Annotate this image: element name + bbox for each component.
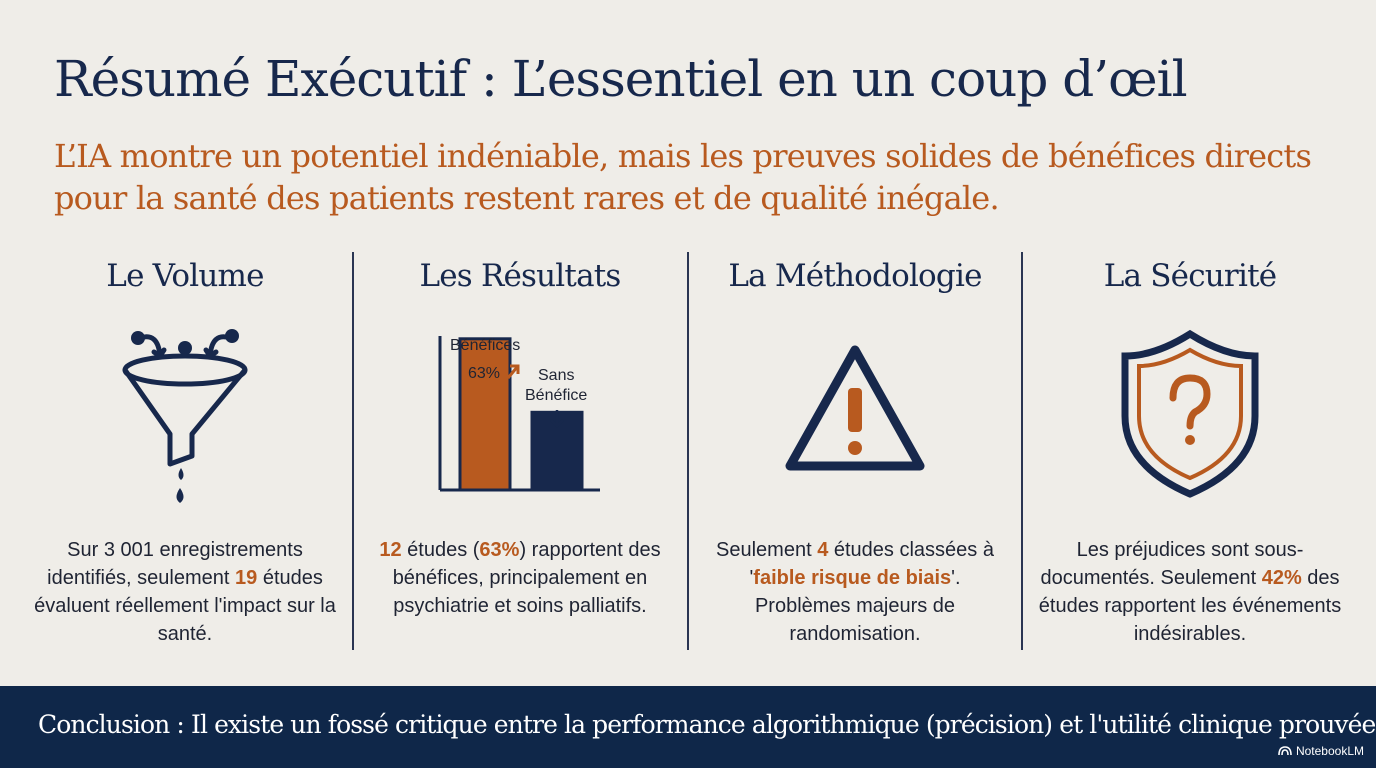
warning-icon	[785, 345, 925, 471]
arrow-up-icon	[506, 364, 520, 379]
footer: Conclusion : Il existe un fossé critique…	[0, 686, 1376, 768]
column-volume: Le Volume Sur 3 001 enregistrements iden…	[20, 250, 350, 650]
bar-chart-icon: Bénéfices 63% Sans Bénéfice	[438, 336, 600, 492]
chart-label-benefices: Bénéfices	[450, 337, 520, 354]
brand-name: NotebookLM	[1295, 744, 1364, 758]
chart-value-benefices: 63%	[468, 365, 500, 382]
divider	[352, 252, 354, 650]
column-title: La Méthodologie	[728, 258, 982, 294]
shield-question-icon	[1121, 329, 1259, 498]
bar-benefices	[458, 337, 512, 492]
chart-label-sans: Sans	[538, 367, 574, 384]
brand-badge: NotebookLM	[1278, 744, 1364, 758]
funnel-icon	[122, 329, 248, 503]
page-subtitle: L’IA montre un potentiel indéniable, mai…	[54, 137, 1312, 217]
notebooklm-icon	[1278, 746, 1292, 756]
column-security: La Sécurité Les préjudices sont sous-doc…	[1025, 250, 1355, 650]
arrow-down-icon	[550, 410, 564, 428]
divider	[1021, 252, 1023, 650]
column-title: Le Volume	[106, 258, 264, 294]
column-description: Sur 3 001 enregistrements identifiés, se…	[34, 539, 336, 645]
column-title: Les Résultats	[419, 258, 621, 294]
conclusion-text: Conclusion : Il existe un fossé critique…	[38, 710, 1376, 739]
column-description: Seulement 4 études classées à 'faible ri…	[716, 539, 994, 645]
divider	[687, 252, 689, 650]
chart-label-benefice: Bénéfice	[525, 387, 587, 404]
column-description: Les préjudices sont sous-documentés. Seu…	[1038, 539, 1342, 645]
column-methodology: La Méthodologie Seulement 4 études class…	[690, 250, 1020, 650]
column-title: La Sécurité	[1103, 258, 1277, 294]
column-description: 12 études (63%) rapportent des bénéfices…	[379, 539, 661, 617]
page-title: Résumé Exécutif : L’essentiel en un coup…	[54, 50, 1188, 108]
column-results: Les Résultats Bénéfices 63% Sans Bénéfic…	[355, 250, 685, 650]
